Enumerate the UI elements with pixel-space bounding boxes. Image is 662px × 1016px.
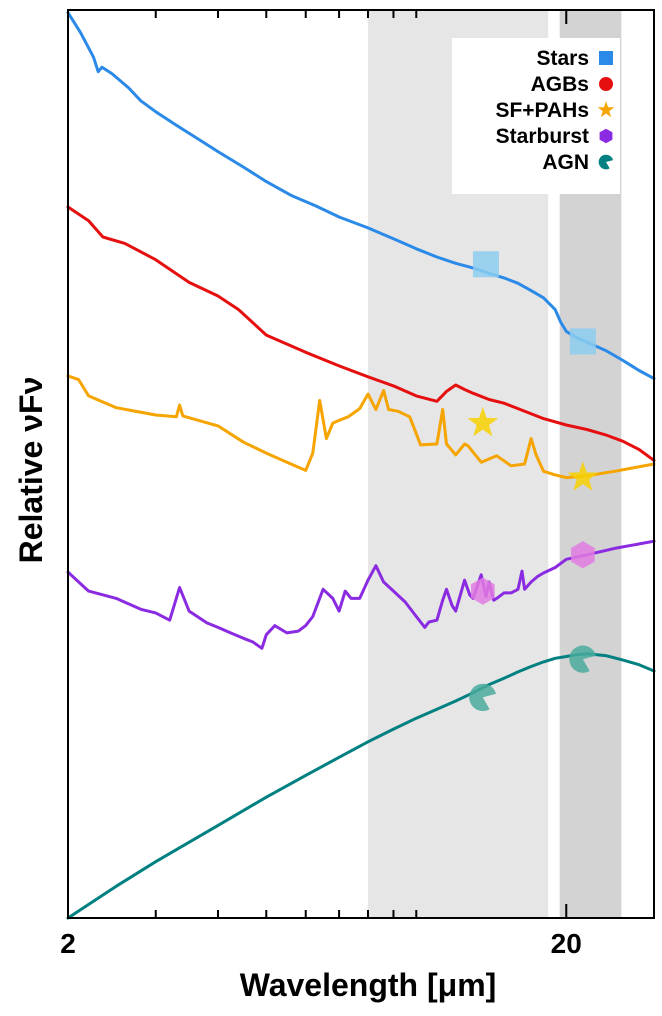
legend-symbol-starburst xyxy=(599,128,613,144)
legend-label-starburst: Starburst xyxy=(496,125,589,148)
y-axis-title: Relative νFν xyxy=(13,377,49,564)
axis-ticks: 2 20 xyxy=(60,10,655,959)
legend-label-agn: AGN xyxy=(542,151,589,174)
plot-frame xyxy=(67,9,655,919)
series-line-stars xyxy=(66,11,656,381)
legend-box xyxy=(452,38,620,194)
axes-frame xyxy=(67,9,655,919)
marker-sf-pahs-2 xyxy=(567,461,599,491)
series-line-starburst xyxy=(66,539,656,650)
marker-agn-1 xyxy=(469,683,496,712)
legend-symbol-agbs xyxy=(599,77,613,91)
series-markers xyxy=(467,251,599,712)
legend-label-stars: Stars xyxy=(536,47,589,70)
marker-starburst-1 xyxy=(471,577,495,605)
marker-stars-2 xyxy=(569,328,596,355)
marker-sf-pahs-1 xyxy=(467,406,499,437)
legend-label-sf-pahs: SF+PAHs xyxy=(495,99,589,122)
x-tick-label-2: 2 xyxy=(60,928,76,959)
marker-agn-2 xyxy=(569,645,597,673)
series-line-agbs xyxy=(66,205,656,462)
marker-starburst-2 xyxy=(571,541,595,569)
legend: Stars AGBs SF+PAHs Starburst AGN xyxy=(452,38,620,194)
legend-symbol-agn xyxy=(598,154,614,170)
x-axis-title: Wavelength [μm] xyxy=(240,967,497,1003)
legend-symbol-stars xyxy=(599,51,613,65)
legend-label-agbs: AGBs xyxy=(531,73,589,96)
x-tick-label-20: 20 xyxy=(551,928,582,959)
legend-symbol-sf-pahs xyxy=(597,101,615,118)
series-line-sf-pahs xyxy=(66,374,656,480)
marker-stars-1 xyxy=(472,251,499,278)
